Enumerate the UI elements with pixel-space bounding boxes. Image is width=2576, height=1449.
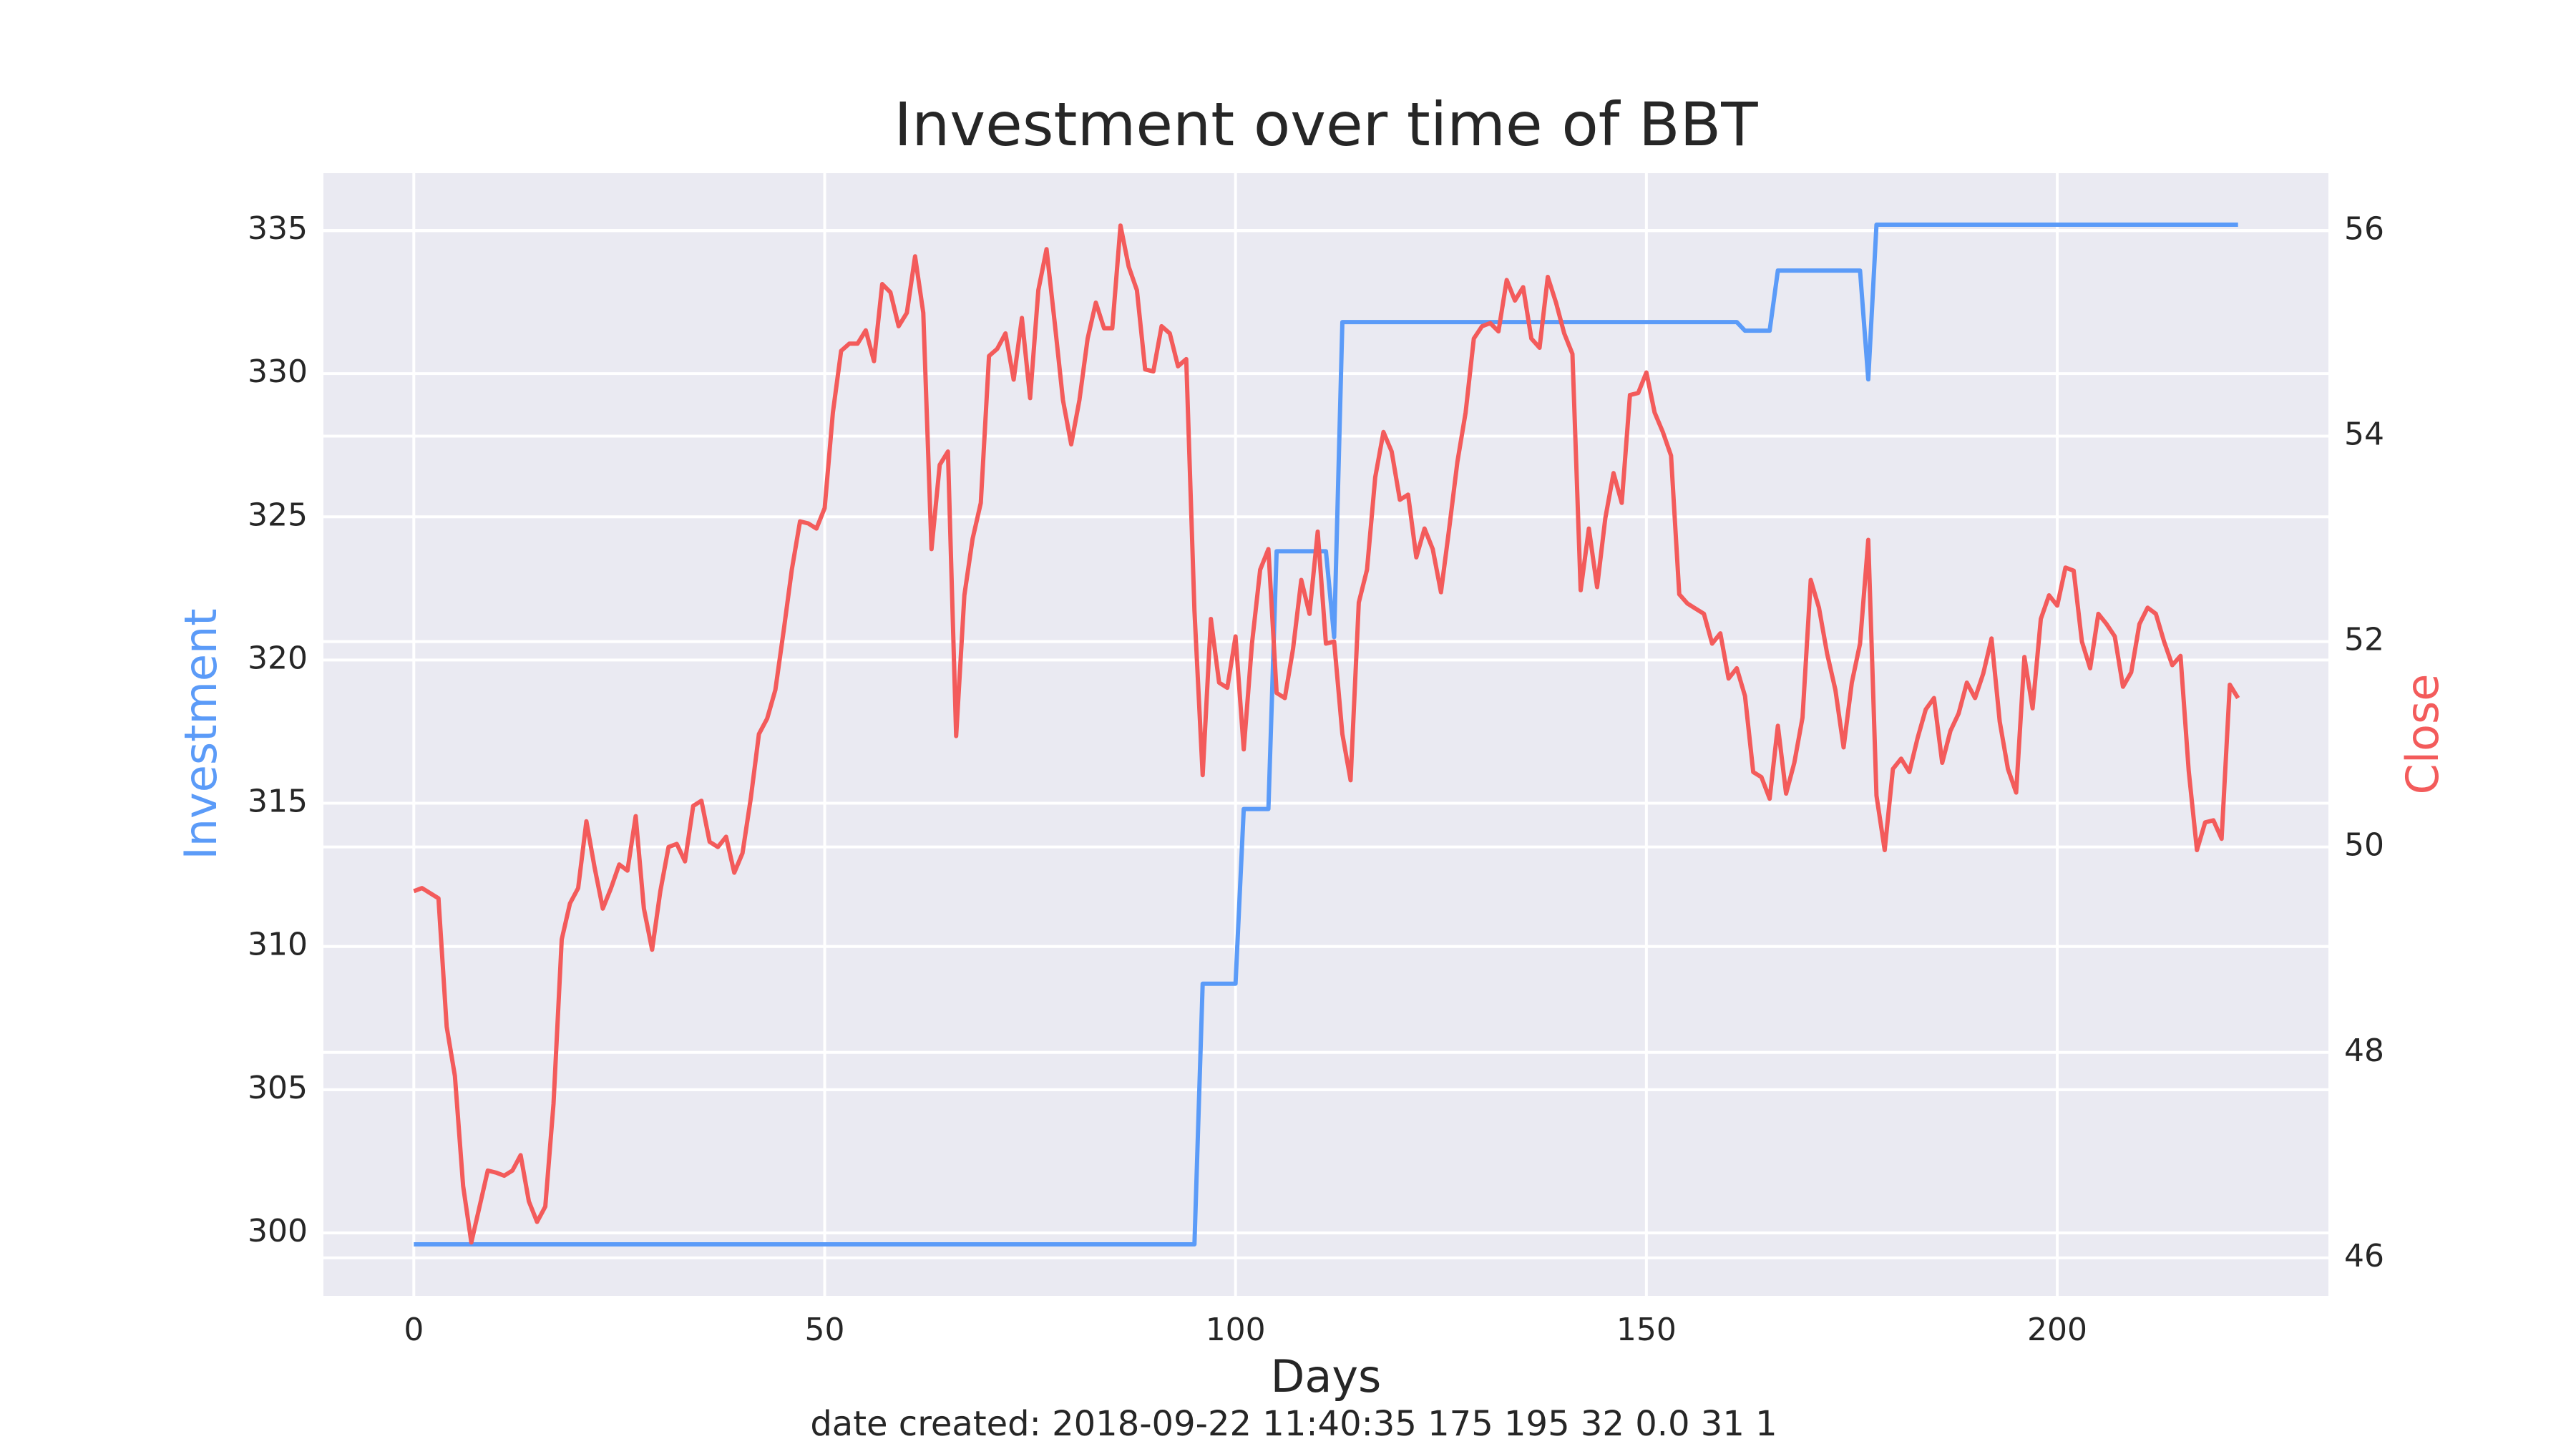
y-tick-label: 335 <box>248 210 308 247</box>
y2-tick-label: 50 <box>2344 827 2384 864</box>
y2-tick-label: 52 <box>2344 622 2384 658</box>
y-tick-label: 310 <box>248 927 308 963</box>
y-tick-label: 315 <box>248 784 308 820</box>
y-tick-label: 320 <box>248 640 308 676</box>
y-tick-label: 330 <box>248 353 308 390</box>
y-tick-label: 325 <box>248 497 308 533</box>
x-axis-label: Days <box>1271 1350 1382 1402</box>
x-tick-label: 50 <box>805 1312 845 1348</box>
y-tick-label: 305 <box>248 1070 308 1106</box>
y-tick-label: 300 <box>248 1213 308 1249</box>
y2-tick-label: 54 <box>2344 416 2384 452</box>
x-tick-label: 200 <box>2027 1312 2087 1348</box>
x-tick-label: 100 <box>1206 1312 1266 1348</box>
plot-area <box>323 173 2328 1296</box>
chart-title: Investment over time of BBT <box>894 89 1758 160</box>
y2-tick-label: 56 <box>2344 210 2384 247</box>
series-line <box>413 223 2240 1245</box>
y-axis-label: Investment <box>175 608 227 859</box>
y2-tick-label: 46 <box>2344 1238 2384 1274</box>
footer-note: date created: 2018-09-22 11:40:35 175 19… <box>810 1404 1777 1444</box>
x-tick-label: 150 <box>1616 1312 1677 1348</box>
series-line <box>414 223 2238 1246</box>
y2-tick-label: 48 <box>2344 1033 2384 1069</box>
x-tick-label: 0 <box>404 1312 424 1348</box>
grid <box>323 173 2328 1296</box>
y2-axis-label: Close <box>2396 674 2449 795</box>
